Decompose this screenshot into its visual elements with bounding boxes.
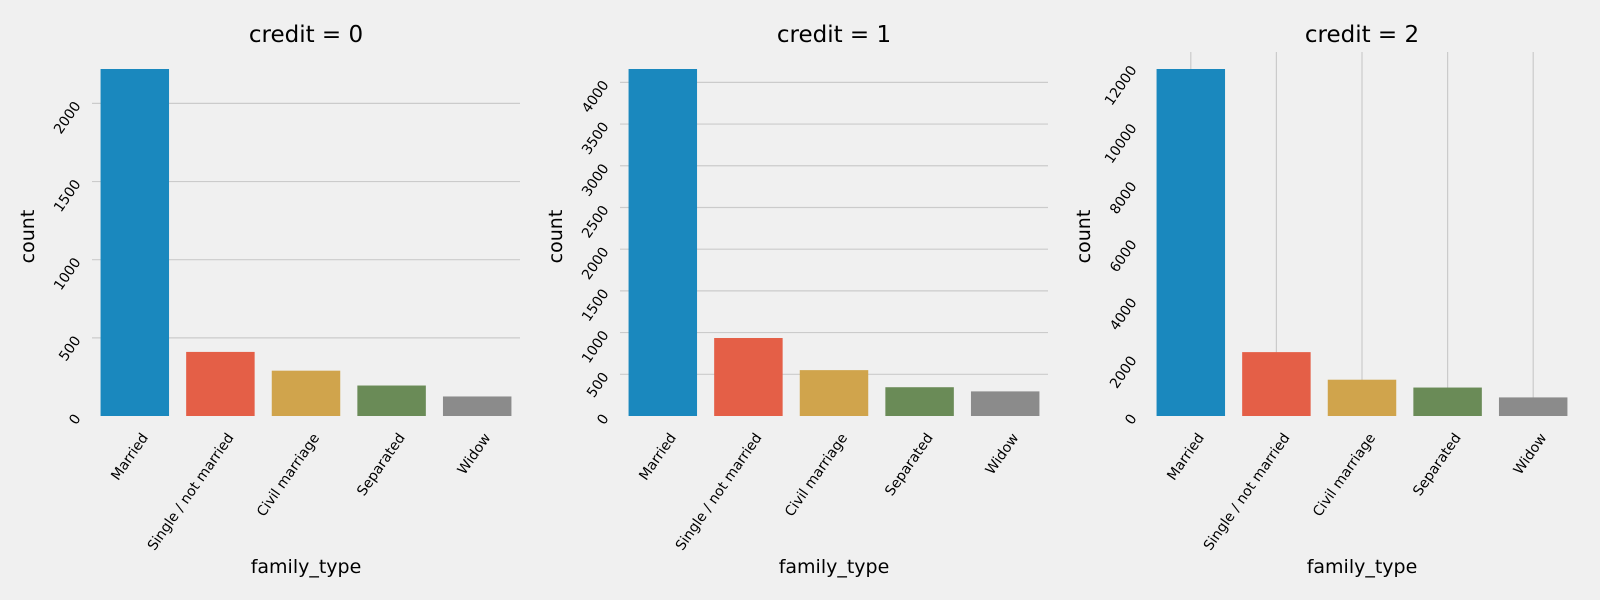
bar-single-not-married (714, 338, 783, 416)
bar-single-not-married (1242, 352, 1311, 416)
y-tick-label: 12000 (1102, 63, 1141, 109)
x-tick-label: Separated (354, 431, 409, 499)
y-tick-label: 2000 (51, 99, 85, 137)
y-tick-label: 2000 (579, 245, 613, 283)
x-tick-label: Separated (1410, 431, 1465, 499)
x-tick-label: Separated (882, 431, 937, 499)
bar-widow (970, 391, 1040, 416)
y-tick-label: 4000 (579, 78, 613, 116)
bar-married (100, 69, 170, 416)
y-tick-label: 0 (66, 411, 84, 427)
bar-separated (885, 387, 954, 416)
bar-civil-marriage (271, 370, 341, 416)
y-tick-label: 2000 (1107, 353, 1141, 391)
bar-civil-marriage (1327, 379, 1397, 416)
chart-title: credit = 0 (249, 22, 363, 48)
y-tick-label: 10000 (1102, 121, 1141, 167)
x-axis-label: family_type (251, 556, 362, 578)
x-tick-label: Married (108, 431, 152, 484)
y-tick-label: 1500 (579, 286, 613, 324)
y-axis-label: count (545, 210, 567, 264)
y-tick-label: 2500 (579, 203, 613, 241)
y-tick-label: 4000 (1107, 295, 1141, 333)
x-tick-label: Civil marriage (1310, 431, 1379, 520)
bar-married (1156, 69, 1226, 416)
x-tick-label: Widow (983, 431, 1023, 478)
chart-panel-2: 0 2000 4000 6000 8000 10000 12000 MarriedSingle… (1073, 22, 1568, 578)
y-tick-label: 0 (594, 411, 612, 427)
y-tick-label: 1000 (51, 255, 85, 293)
y-tick-label: 8000 (1107, 179, 1141, 217)
bar-civil-marriage (799, 370, 869, 416)
x-tick-label: Civil marriage (782, 431, 851, 520)
bar-separated (1413, 387, 1482, 416)
y-tick-label: 1500 (51, 177, 85, 215)
y-tick-label: 3000 (579, 161, 613, 199)
bar-single-not-married (186, 351, 255, 416)
x-tick-label: Single / not married (145, 431, 238, 554)
bar-separated (357, 385, 426, 416)
y-tick-label: 500 (584, 370, 612, 401)
y-axis-label: count (17, 210, 39, 264)
x-tick-label: Single / not married (1201, 431, 1294, 554)
y-tick-label: 6000 (1107, 237, 1141, 275)
bar-married (628, 69, 698, 416)
x-axis-label: family_type (1307, 556, 1418, 578)
y-tick-label: 500 (56, 333, 84, 364)
y-axis-label: count (1073, 210, 1095, 264)
y-tick-label: 0 (1122, 411, 1140, 427)
chart-title: credit = 1 (777, 22, 891, 48)
chart-title: credit = 2 (1305, 22, 1419, 48)
x-tick-label: Married (636, 431, 680, 484)
x-axis-label: family_type (779, 556, 890, 578)
bar-widow (442, 396, 512, 416)
x-tick-label: Widow (455, 431, 495, 478)
bar-widow (1498, 397, 1568, 416)
y-tick-label: 1000 (579, 328, 613, 366)
chart-panel-1: 05001000150020002500300035004000MarriedS… (545, 22, 1048, 578)
x-tick-label: Single / not married (673, 431, 766, 554)
x-tick-label: Civil marriage (254, 431, 323, 520)
y-tick-label: 3500 (579, 119, 613, 157)
x-tick-label: Married (1164, 431, 1208, 484)
x-tick-label: Widow (1511, 431, 1551, 478)
